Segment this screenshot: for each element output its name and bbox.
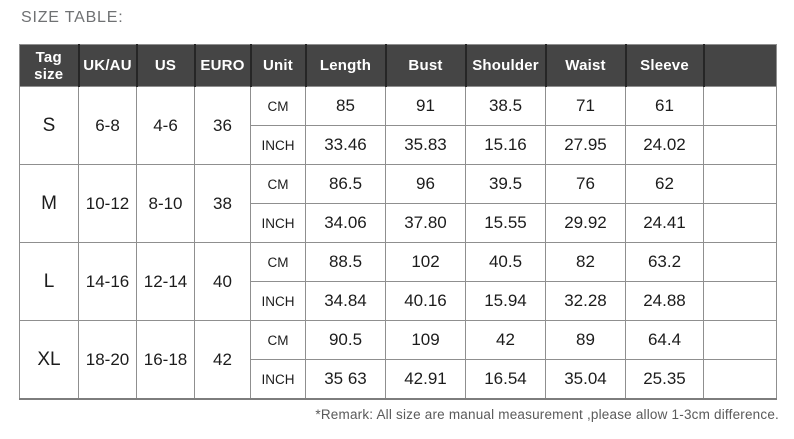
unit-cell: CM: [250, 164, 306, 204]
tag-cell: XL: [19, 320, 79, 400]
value-cell: 35.83: [385, 125, 466, 165]
value-cell: 109: [385, 320, 466, 360]
ukau-cell: 10-12: [78, 164, 137, 243]
value-cell: 16.54: [465, 359, 546, 400]
value-cell: 86.5: [305, 164, 386, 204]
value-cell: 64.4: [625, 320, 704, 360]
header-us: US: [136, 44, 196, 87]
us-cell: 8-10: [136, 164, 195, 243]
table-row-xl-cm: XL 18-20 16-18 42 CM 90.5 109 42 89 64.4: [19, 320, 777, 400]
header-bust: Bust: [385, 44, 467, 87]
header-row: Tag size UK/AU US EURO Unit Length Bust …: [19, 44, 777, 87]
value-cell: 63.2: [625, 242, 704, 282]
blank-cell: [703, 359, 777, 400]
value-cell: 102: [385, 242, 466, 282]
value-cell: 90.5: [305, 320, 386, 360]
table-row-l-cm: L 14-16 12-14 40 CM 88.5 102 40.5 82 63.…: [19, 242, 777, 321]
value-cell: 38.5: [465, 86, 546, 126]
value-cell: 82: [545, 242, 626, 282]
blank-cell: [703, 86, 777, 126]
header-waist: Waist: [545, 44, 627, 87]
blank-cell: [703, 164, 777, 204]
table-row-s-inch: INCH 33.46 35.83 15.16 27.95 24.02: [20, 125, 777, 165]
value-cell: 39.5: [465, 164, 546, 204]
table-row-s-cm: S 6-8 4-6 36 CM 85 91 38.5 71 61: [19, 86, 777, 165]
unit-cell: INCH: [250, 203, 306, 243]
value-cell: 24.02: [625, 125, 704, 165]
unit-cell: CM: [250, 242, 306, 282]
value-cell: 34.06: [305, 203, 386, 243]
value-cell: 32.28: [545, 281, 626, 321]
header-uk-au: UK/AU: [78, 44, 138, 87]
unit-cell: INCH: [250, 281, 306, 321]
value-cell: 33.46: [305, 125, 386, 165]
header-euro: EURO: [194, 44, 252, 87]
value-cell: 15.55: [465, 203, 546, 243]
table-row-xl-inch: INCH 35 63 42.91 16.54 35.04 25.35: [20, 359, 777, 400]
value-cell: 27.95: [545, 125, 626, 165]
value-cell: 62: [625, 164, 704, 204]
value-cell: 35.04: [545, 359, 626, 400]
blank-cell: [703, 203, 777, 243]
euro-cell: 38: [194, 164, 251, 243]
unit-cell: CM: [250, 320, 306, 360]
value-cell: 34.84: [305, 281, 386, 321]
size-table: Tag size UK/AU US EURO Unit Length Bust …: [19, 44, 777, 400]
blank-cell: [703, 125, 777, 165]
blank-cell: [703, 242, 777, 282]
euro-cell: 40: [194, 242, 251, 321]
header-sleeve: Sleeve: [625, 44, 705, 87]
value-cell: 35 63: [305, 359, 386, 400]
header-shoulder: Shoulder: [465, 44, 547, 87]
value-cell: 71: [545, 86, 626, 126]
tag-cell: S: [19, 86, 79, 165]
value-cell: 88.5: [305, 242, 386, 282]
header-length: Length: [305, 44, 387, 87]
value-cell: 24.88: [625, 281, 704, 321]
value-cell: 25.35: [625, 359, 704, 400]
ukau-cell: 14-16: [78, 242, 137, 321]
value-cell: 85: [305, 86, 386, 126]
value-cell: 91: [385, 86, 466, 126]
value-cell: 24.41: [625, 203, 704, 243]
us-cell: 4-6: [136, 86, 195, 165]
unit-cell: INCH: [250, 359, 306, 400]
value-cell: 42: [465, 320, 546, 360]
remark-text: *Remark: All size are manual measurement…: [315, 407, 779, 422]
value-cell: 40.16: [385, 281, 466, 321]
value-cell: 76: [545, 164, 626, 204]
value-cell: 89: [545, 320, 626, 360]
header-tag-size: Tag size: [19, 44, 80, 87]
table-row-l-inch: INCH 34.84 40.16 15.94 32.28 24.88: [20, 281, 777, 321]
value-cell: 29.92: [545, 203, 626, 243]
tag-cell: L: [19, 242, 79, 321]
tag-cell: M: [19, 164, 79, 243]
unit-cell: INCH: [250, 125, 306, 165]
header-unit: Unit: [250, 44, 307, 87]
unit-cell: CM: [250, 86, 306, 126]
value-cell: 61: [625, 86, 704, 126]
header-blank: [703, 44, 777, 87]
table-row-m-cm: M 10-12 8-10 38 CM 86.5 96 39.5 76 62: [19, 164, 777, 243]
page-title: SIZE TABLE:: [21, 9, 124, 26]
value-cell: 15.16: [465, 125, 546, 165]
value-cell: 40.5: [465, 242, 546, 282]
us-cell: 12-14: [136, 242, 195, 321]
euro-cell: 42: [194, 320, 251, 400]
ukau-cell: 6-8: [78, 86, 137, 165]
euro-cell: 36: [194, 86, 251, 165]
value-cell: 96: [385, 164, 466, 204]
ukau-cell: 18-20: [78, 320, 137, 400]
value-cell: 37.80: [385, 203, 466, 243]
value-cell: 42.91: [385, 359, 466, 400]
us-cell: 16-18: [136, 320, 195, 400]
blank-cell: [703, 281, 777, 321]
blank-cell: [703, 320, 777, 360]
value-cell: 15.94: [465, 281, 546, 321]
